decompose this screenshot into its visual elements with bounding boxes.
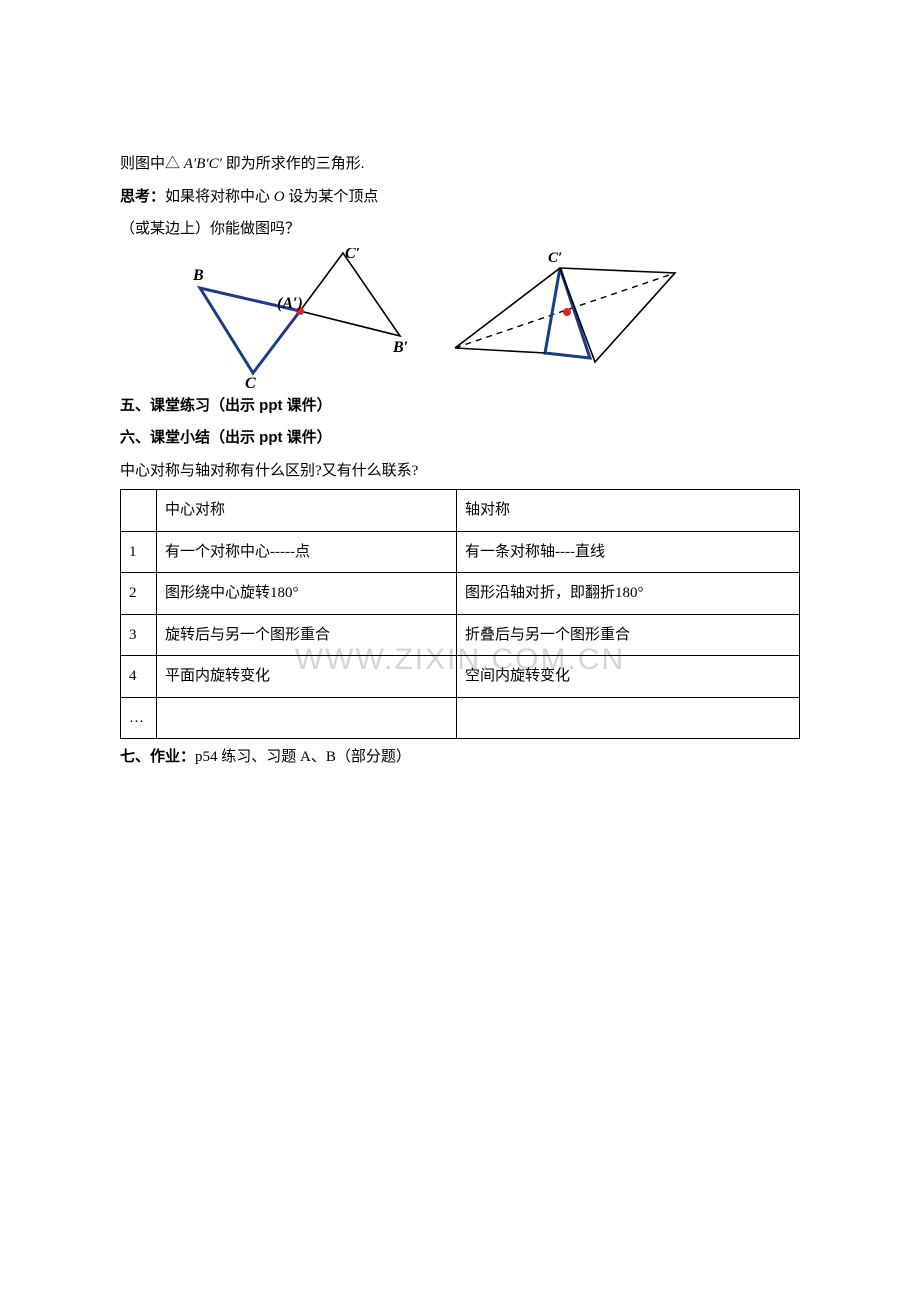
- cell: 1: [121, 531, 157, 573]
- cell: 旋转后与另一个图形重合: [157, 614, 457, 656]
- line3-text: （或某边上）你能做图吗？: [120, 221, 300, 237]
- cell: 2: [121, 573, 157, 615]
- table-row: …: [121, 697, 800, 739]
- think-label: 思考：: [120, 188, 165, 205]
- table-row: 4 平面内旋转变化 空间内旋转变化: [121, 656, 800, 698]
- cell: 平面内旋转变化: [157, 656, 457, 698]
- cell: 4: [121, 656, 157, 698]
- table-row: 2 图形绕中心旋转180° 图形沿轴对折，即翻折180°: [121, 573, 800, 615]
- section-7: 七、作业：p54 练习、习题 A、B（部分题）: [120, 743, 800, 772]
- cell: 轴对称: [457, 490, 800, 532]
- cell: 折叠后与另一个图形重合: [457, 614, 800, 656]
- svg-text:C′: C′: [548, 250, 562, 266]
- line1-post: 即为所求作的三角形.: [222, 156, 365, 172]
- cell: 图形沿轴对折，即翻折180°: [457, 573, 800, 615]
- line-conclusion: 则图中△ A′B′C′ 即为所求作的三角形.: [120, 150, 800, 179]
- line1-ital: A′B′C′: [184, 156, 222, 172]
- svg-text:C: C: [245, 375, 256, 388]
- cell: 图形绕中心旋转180°: [157, 573, 457, 615]
- comparison-table: 中心对称 轴对称 1 有一个对称中心-----点 有一条对称轴----直线 2 …: [120, 489, 800, 739]
- table-caption: 中心对称与轴对称有什么区别?又有什么联系?: [120, 457, 800, 486]
- line1-pre: 则图中△: [120, 156, 184, 172]
- diagram-left: B C (A′) C′ B′: [185, 248, 425, 388]
- cell: 有一条对称轴----直线: [457, 531, 800, 573]
- section-5: 五、课堂练习（出示 ppt 课件）: [120, 392, 800, 421]
- table-row: 1 有一个对称中心-----点 有一条对称轴----直线: [121, 531, 800, 573]
- section-6: 六、课堂小结（出示 ppt 课件）: [120, 424, 800, 453]
- table-row: 3 旋转后与另一个图形重合 折叠后与另一个图形重合: [121, 614, 800, 656]
- line-think: 思考：如果将对称中心 O 设为某个顶点: [120, 183, 800, 212]
- cell: 空间内旋转变化: [457, 656, 800, 698]
- cell: 中心对称: [157, 490, 457, 532]
- sec7-rest: p54 练习、习题 A、B（部分题）: [195, 749, 411, 765]
- svg-text:(A′): (A′): [277, 295, 303, 312]
- table-row-head: 中心对称 轴对称: [121, 490, 800, 532]
- svg-text:B: B: [192, 267, 204, 284]
- sec7-label: 七、作业：: [120, 748, 195, 765]
- cell: 3: [121, 614, 157, 656]
- cell: 有一个对称中心-----点: [157, 531, 457, 573]
- line2-ital: O: [274, 189, 285, 205]
- cell: [157, 697, 457, 739]
- cell: [457, 697, 800, 739]
- line2-post: 设为某个顶点: [285, 189, 379, 205]
- cell: …: [121, 697, 157, 739]
- svg-text:B′: B′: [392, 339, 408, 356]
- line2-pre: 如果将对称中心: [165, 189, 274, 205]
- cell: [121, 490, 157, 532]
- line-think2: （或某边上）你能做图吗？: [120, 215, 800, 244]
- diagram-right: C′: [445, 248, 695, 378]
- diagram-row: B C (A′) C′ B′ C′: [120, 248, 800, 388]
- svg-text:C′: C′: [345, 248, 360, 262]
